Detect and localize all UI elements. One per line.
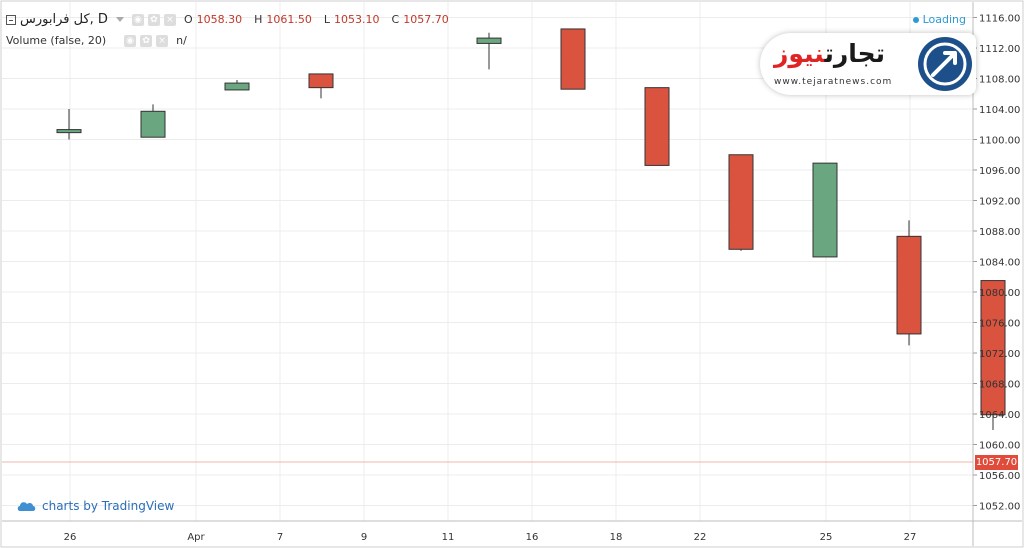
candle xyxy=(56,109,82,140)
y-tick-label: 1064.00 xyxy=(979,410,1020,421)
candle xyxy=(140,104,166,138)
x-tick-label: 11 xyxy=(442,532,455,543)
logo-title-main: تجارت xyxy=(824,39,886,68)
x-tick-label: 26 xyxy=(64,532,77,543)
tradingview-branding[interactable]: charts by TradingView xyxy=(16,499,174,513)
loading-text: Loading xyxy=(922,13,966,26)
volume-legend: Volume (false, 20) ◉ ✿ × n/ xyxy=(6,34,187,47)
y-tick-label: 1116.00 xyxy=(979,14,1020,25)
logo-title: تجارتنیوز xyxy=(774,39,885,68)
x-tick-label: Apr xyxy=(187,532,205,543)
logo-url: www.tejaratnews.com xyxy=(774,77,893,87)
y-tick-label: 1084.00 xyxy=(979,258,1020,269)
candle xyxy=(812,162,838,258)
y-tick-label: 1100.00 xyxy=(979,136,1020,147)
candle-body xyxy=(980,280,1006,416)
symbol-legend: کل فرابورس, D ◉ ✿ × O 1058.30 H 1061.50 … xyxy=(6,12,453,27)
tejaratnews-logo: تجارتنیوز www.tejaratnews.com xyxy=(760,33,976,95)
y-tick-label: 1060.00 xyxy=(979,441,1020,452)
y-tick-label: 1088.00 xyxy=(979,227,1020,238)
high-value: 1061.50 xyxy=(266,13,312,26)
close-icon[interactable]: × xyxy=(156,34,169,47)
y-tick-label: 1056.00 xyxy=(979,471,1020,482)
eye-icon[interactable]: ◉ xyxy=(131,13,144,26)
collapse-toggle-icon[interactable] xyxy=(6,14,16,25)
y-tick-label: 1080.00 xyxy=(979,288,1020,299)
close-label: C xyxy=(391,13,400,26)
y-tick-label: 1104.00 xyxy=(979,105,1020,116)
close-icon[interactable]: × xyxy=(163,13,176,26)
grid-layer xyxy=(2,2,973,521)
candle-body xyxy=(56,129,82,134)
y-tick-label: 1052.00 xyxy=(979,502,1020,513)
symbol-title[interactable]: کل فرابورس, D xyxy=(20,12,108,27)
y-tick-label: 1076.00 xyxy=(979,319,1020,330)
volume-label[interactable]: Volume (false, 20) xyxy=(6,34,107,47)
open-label: O xyxy=(183,13,193,26)
cloud-icon xyxy=(17,502,36,511)
candle xyxy=(644,87,670,166)
chevron-down-icon[interactable] xyxy=(115,17,124,22)
x-tick-label: 22 xyxy=(694,532,707,543)
candle-body xyxy=(728,154,754,250)
last-price-tag: 1057.70 xyxy=(975,454,1018,470)
candle-body xyxy=(140,110,166,138)
candles-layer xyxy=(56,28,1006,431)
candle-body xyxy=(644,87,670,166)
candle xyxy=(560,28,586,90)
y-tick-label: 1092.00 xyxy=(979,197,1020,208)
loading-indicator: Loading xyxy=(912,13,966,26)
gear-icon[interactable]: ✿ xyxy=(147,13,160,26)
x-tick-label: 7 xyxy=(277,532,283,543)
x-tick-label: 25 xyxy=(820,532,833,543)
gear-icon[interactable]: ✿ xyxy=(140,34,153,47)
y-tick-label: 1068.00 xyxy=(979,380,1020,391)
candle-body xyxy=(308,73,334,89)
candle xyxy=(308,73,334,99)
high-label: H xyxy=(254,13,263,26)
eye-icon[interactable]: ◉ xyxy=(124,34,137,47)
candle xyxy=(476,32,502,70)
candle xyxy=(224,80,250,91)
low-value: 1053.10 xyxy=(334,13,380,26)
open-value: 1058.30 xyxy=(196,13,243,26)
x-tick-label: 16 xyxy=(526,532,539,543)
x-tick-label: 18 xyxy=(610,532,623,543)
y-tick-label: 1072.00 xyxy=(979,349,1020,360)
x-tick-label: 27 xyxy=(904,532,917,543)
y-tick-label: 1096.00 xyxy=(979,166,1020,177)
low-label: L xyxy=(323,13,331,26)
y-tick-label: 1112.00 xyxy=(979,44,1020,55)
candle xyxy=(896,220,922,346)
candle-body xyxy=(224,82,250,91)
logo-emblem-icon xyxy=(918,37,972,91)
close-value: 1057.70 xyxy=(403,13,449,26)
y-tick-label: 1108.00 xyxy=(979,75,1020,86)
loading-dot-icon xyxy=(912,16,919,23)
tradingview-text: charts by TradingView xyxy=(42,499,175,513)
logo-title-accent: نیوز xyxy=(774,39,825,68)
candle xyxy=(728,154,754,251)
candle-body xyxy=(812,162,838,258)
x-tick-label: 9 xyxy=(361,532,367,543)
candle-body xyxy=(896,235,922,335)
candle xyxy=(980,280,1006,431)
volume-value: n/ xyxy=(176,34,187,47)
candle-body xyxy=(560,28,586,90)
candle-body xyxy=(476,37,502,44)
